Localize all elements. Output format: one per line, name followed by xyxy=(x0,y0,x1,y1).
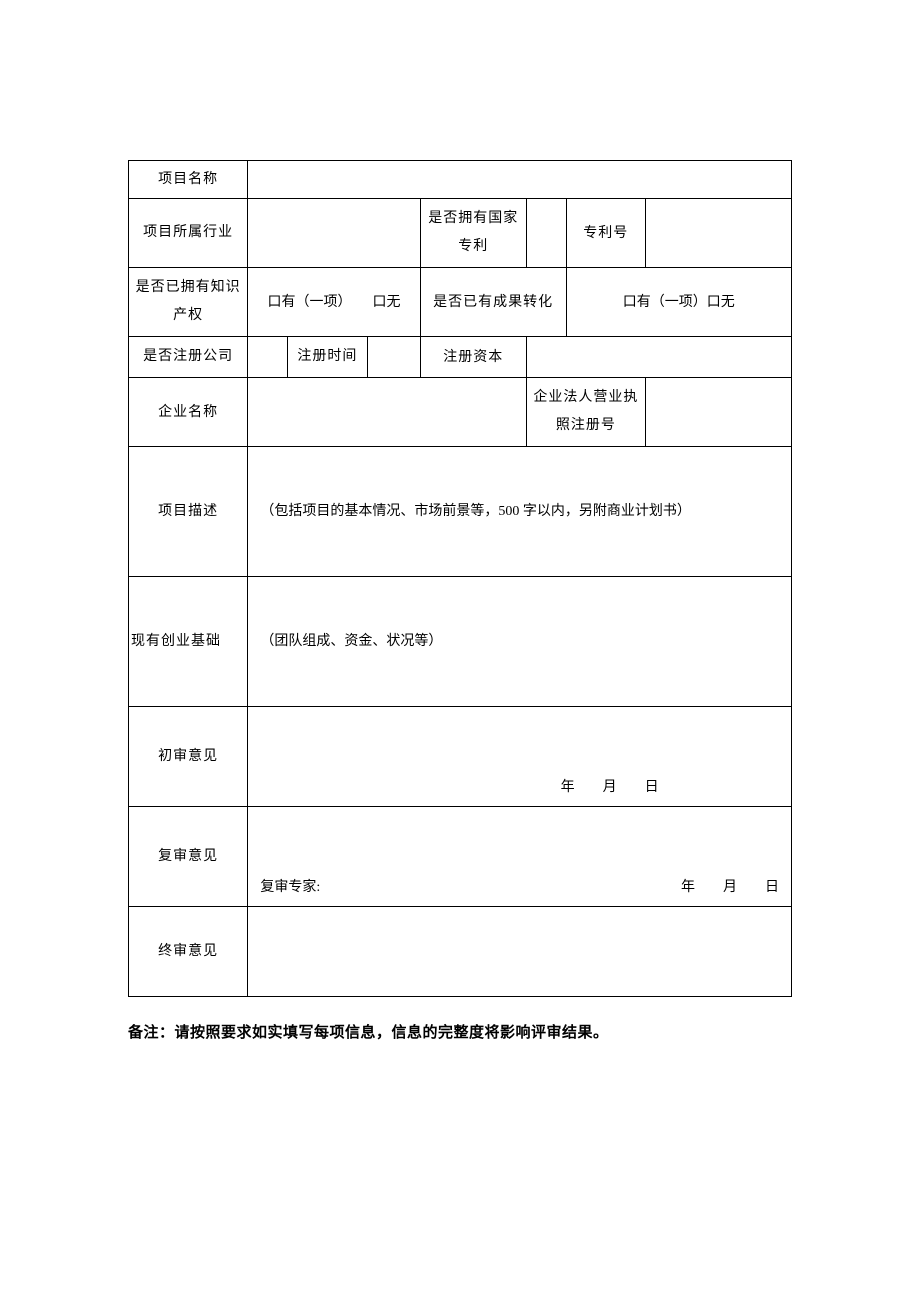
input-final-review[interactable] xyxy=(248,907,792,997)
input-foundation[interactable]: （团队组成、资金、状况等） xyxy=(248,577,792,707)
input-company-reg[interactable] xyxy=(248,337,288,378)
label-patent-no: 专利号 xyxy=(566,199,646,268)
checkbox-ip[interactable]: 口有（一项） 口无 xyxy=(248,268,420,337)
label-enterprise-name: 企业名称 xyxy=(129,378,248,447)
label-reg-time: 注册时间 xyxy=(288,337,368,378)
checkbox-transform[interactable]: 口有（一项）口无 xyxy=(566,268,791,337)
row-first-review: 初审意见 年 月 日 xyxy=(129,707,792,807)
input-patent-no[interactable] xyxy=(646,199,792,268)
input-industry[interactable] xyxy=(248,199,420,268)
row-company: 是否注册公司 注册时间 注册资本 xyxy=(129,337,792,378)
input-reg-time[interactable] xyxy=(367,337,420,378)
input-description[interactable]: （包括项目的基本情况、市场前景等，500 字以内，另附商业计划书） xyxy=(248,447,792,577)
row-second-review: 复审意见 复审专家: 年 月 日 xyxy=(129,807,792,907)
label-description: 项目描述 xyxy=(129,447,248,577)
form-table: 项目名称 项目所属行业 是否拥有国家专利 专利号 是否已拥有知识产权 口有（一项… xyxy=(128,160,792,997)
second-review-date: 年 月 日 xyxy=(681,875,779,900)
label-first-review: 初审意见 xyxy=(129,707,248,807)
input-first-review[interactable]: 年 月 日 xyxy=(248,707,792,807)
input-project-name[interactable] xyxy=(248,161,792,199)
label-second-review: 复审意见 xyxy=(129,807,248,907)
footnote-text: 备注：请按照要求如实填写每项信息，信息的完整度将影响评审结果。 xyxy=(128,1021,792,1042)
row-project-name: 项目名称 xyxy=(129,161,792,199)
label-company-reg: 是否注册公司 xyxy=(129,337,248,378)
row-ip: 是否已拥有知识产权 口有（一项） 口无 是否已有成果转化 口有（一项）口无 xyxy=(129,268,792,337)
row-description: 项目描述 （包括项目的基本情况、市场前景等，500 字以内，另附商业计划书） xyxy=(129,447,792,577)
input-license-no[interactable] xyxy=(646,378,792,447)
input-second-review[interactable]: 复审专家: 年 月 日 xyxy=(248,807,792,907)
label-license-no: 企业法人营业执照注册号 xyxy=(526,378,645,447)
row-final-review: 终审意见 xyxy=(129,907,792,997)
label-foundation: 现有创业基础 xyxy=(129,577,248,707)
second-review-expert: 复审专家: xyxy=(260,875,320,900)
label-patent: 是否拥有国家专利 xyxy=(420,199,526,268)
row-enterprise: 企业名称 企业法人营业执照注册号 xyxy=(129,378,792,447)
row-foundation: 现有创业基础 （团队组成、资金、状况等） xyxy=(129,577,792,707)
label-project-name: 项目名称 xyxy=(129,161,248,199)
label-transform: 是否已有成果转化 xyxy=(420,268,566,337)
first-review-date: 年 月 日 xyxy=(381,775,659,800)
input-patent[interactable] xyxy=(526,199,566,268)
label-industry: 项目所属行业 xyxy=(129,199,248,268)
label-final-review: 终审意见 xyxy=(129,907,248,997)
label-reg-capital: 注册资本 xyxy=(420,337,526,378)
input-enterprise-name[interactable] xyxy=(248,378,526,447)
row-industry: 项目所属行业 是否拥有国家专利 专利号 xyxy=(129,199,792,268)
input-reg-capital[interactable] xyxy=(526,337,791,378)
label-ip: 是否已拥有知识产权 xyxy=(129,268,248,337)
